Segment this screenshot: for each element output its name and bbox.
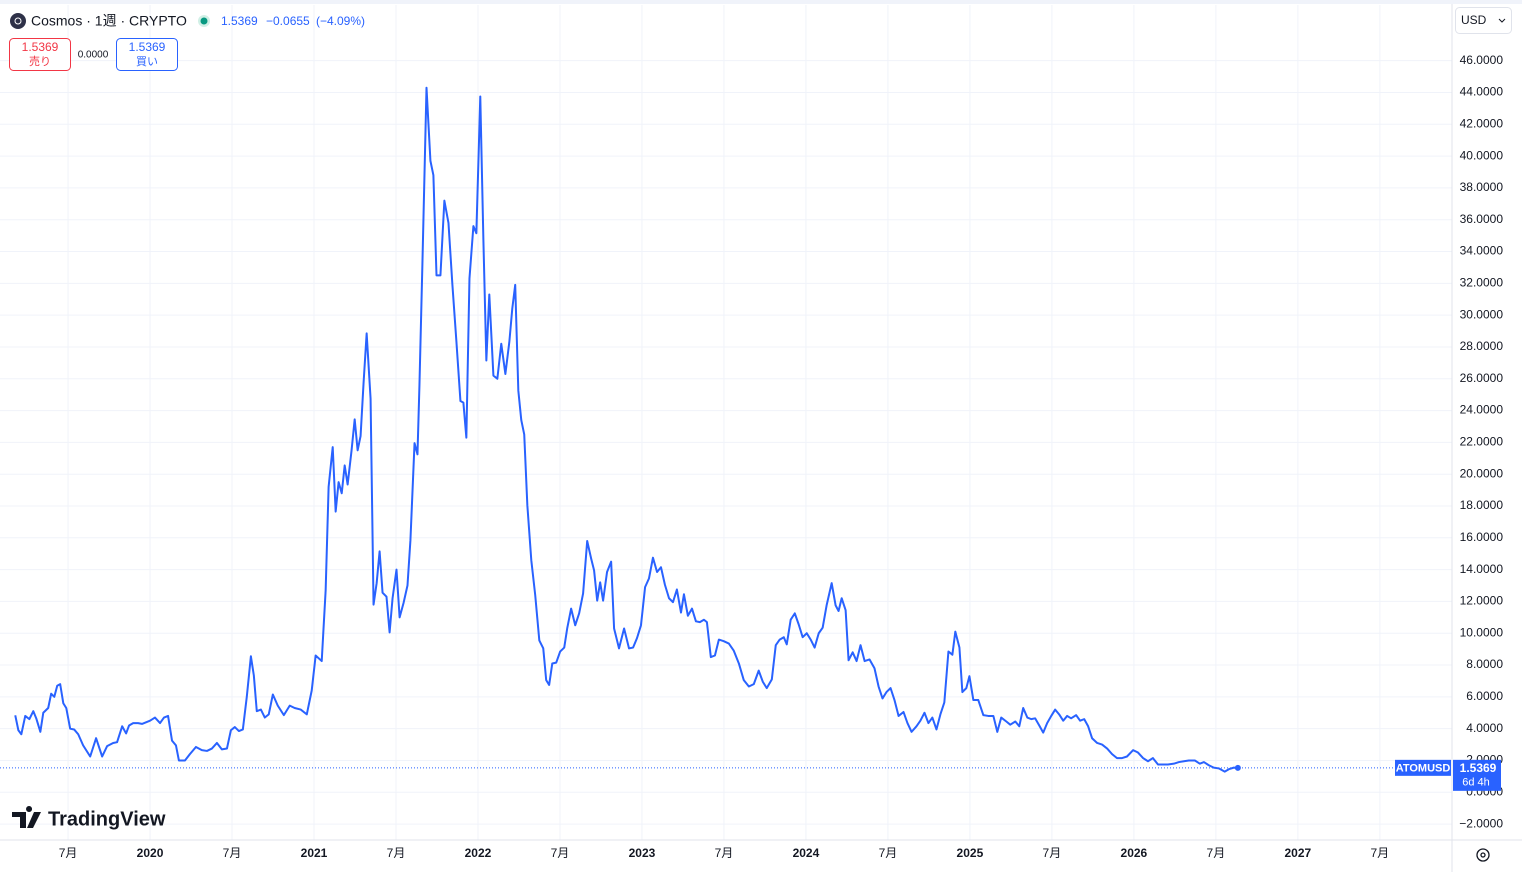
y-tick-label: 42.0000 — [1460, 116, 1504, 130]
price-line — [14, 86, 1238, 773]
sell-button[interactable] — [9, 38, 71, 71]
y-tick-label: 30.0000 — [1460, 307, 1504, 321]
grid — [0, 5, 1452, 840]
sell-price: 1.5369 — [22, 40, 59, 54]
x-tick-label: 7月 — [223, 846, 242, 860]
y-tick-label: 4.0000 — [1466, 721, 1503, 735]
symbol-tag — [1395, 759, 1451, 776]
x-tick-label: 7月 — [551, 846, 570, 860]
x-tick-label: 7月 — [59, 846, 78, 860]
last-price: 1.5369 — [221, 14, 258, 28]
y-tick-label: 16.0000 — [1460, 530, 1504, 544]
x-tick-label: 2025 — [957, 846, 984, 860]
y-tick-label: 38.0000 — [1460, 180, 1504, 194]
price-tag-countdown: 6d 4h — [1462, 777, 1490, 789]
x-tick-label: 7月 — [715, 846, 734, 860]
settings-icon[interactable] — [1476, 848, 1490, 862]
y-tick-label: 12.0000 — [1460, 594, 1504, 608]
axes: −2.00000.00002.00004.00006.00008.000010.… — [59, 53, 1504, 860]
brand-logo — [12, 806, 41, 828]
y-tick-label: 44.0000 — [1460, 85, 1504, 99]
x-tick-label: 7月 — [1043, 846, 1062, 860]
y-tick-label: 8.0000 — [1466, 657, 1503, 671]
top-bar — [0, 0, 1522, 4]
y-tick-label: 24.0000 — [1460, 403, 1504, 417]
x-tick-label: 2021 — [301, 846, 328, 860]
y-tick-label: 18.0000 — [1460, 498, 1504, 512]
buy-button[interactable] — [116, 38, 178, 71]
buy-label: 買い — [136, 55, 158, 68]
x-tick-label: 2024 — [793, 846, 820, 860]
sell-label: 売り — [29, 55, 51, 68]
x-tick-label: 2026 — [1121, 846, 1148, 860]
x-tick-label: 2027 — [1285, 846, 1312, 860]
y-tick-label: 32.0000 — [1460, 276, 1504, 290]
price-tag-value: 1.5369 — [1460, 761, 1497, 775]
y-tick-label: 46.0000 — [1460, 53, 1504, 67]
brand-name: TradingView — [48, 808, 166, 830]
symbol-title[interactable]: Cosmos · 1週 · CRYPTO — [31, 13, 187, 29]
price-tag — [1453, 759, 1501, 791]
buy-price: 1.5369 — [129, 40, 166, 54]
x-tick-label: 7月 — [1371, 846, 1390, 860]
x-tick-label: 7月 — [387, 846, 406, 860]
currency: USD — [1461, 13, 1487, 27]
y-tick-label: 14.0000 — [1460, 562, 1504, 576]
change: −0.0655 — [266, 14, 310, 28]
spread: 0.0000 — [78, 50, 109, 61]
y-tick-label: 6.0000 — [1466, 689, 1503, 703]
coin-icon — [10, 13, 26, 29]
change-percent: (−4.09%) — [316, 14, 365, 28]
x-tick-label: 7月 — [879, 846, 898, 860]
y-tick-label: 36.0000 — [1460, 212, 1504, 226]
x-tick-label: 2020 — [137, 846, 164, 860]
coin-icon-ring — [14, 17, 22, 25]
last-point — [1234, 764, 1241, 771]
currency-selector[interactable] — [1455, 7, 1512, 34]
y-tick-label: 34.0000 — [1460, 244, 1504, 258]
y-tick-label: 40.0000 — [1460, 148, 1504, 162]
y-tick-label: 20.0000 — [1460, 466, 1504, 480]
plot — [0, 86, 1452, 773]
symbol-tag-text: ATOMUSD — [1396, 763, 1451, 775]
y-tick-label: 26.0000 — [1460, 371, 1504, 385]
y-tick-label: 22.0000 — [1460, 435, 1504, 449]
status-dot — [200, 17, 208, 25]
dropdown-arrow — [1498, 18, 1506, 23]
y-tick-label: −2.0000 — [1459, 816, 1503, 830]
x-tick-label: 7月 — [1207, 846, 1226, 860]
x-tick-label: 2023 — [629, 846, 656, 860]
y-tick-label: 10.0000 — [1460, 625, 1504, 639]
y-tick-label: 28.0000 — [1460, 339, 1504, 353]
x-tick-label: 2022 — [465, 846, 492, 860]
settings-icon-center — [1480, 852, 1486, 858]
